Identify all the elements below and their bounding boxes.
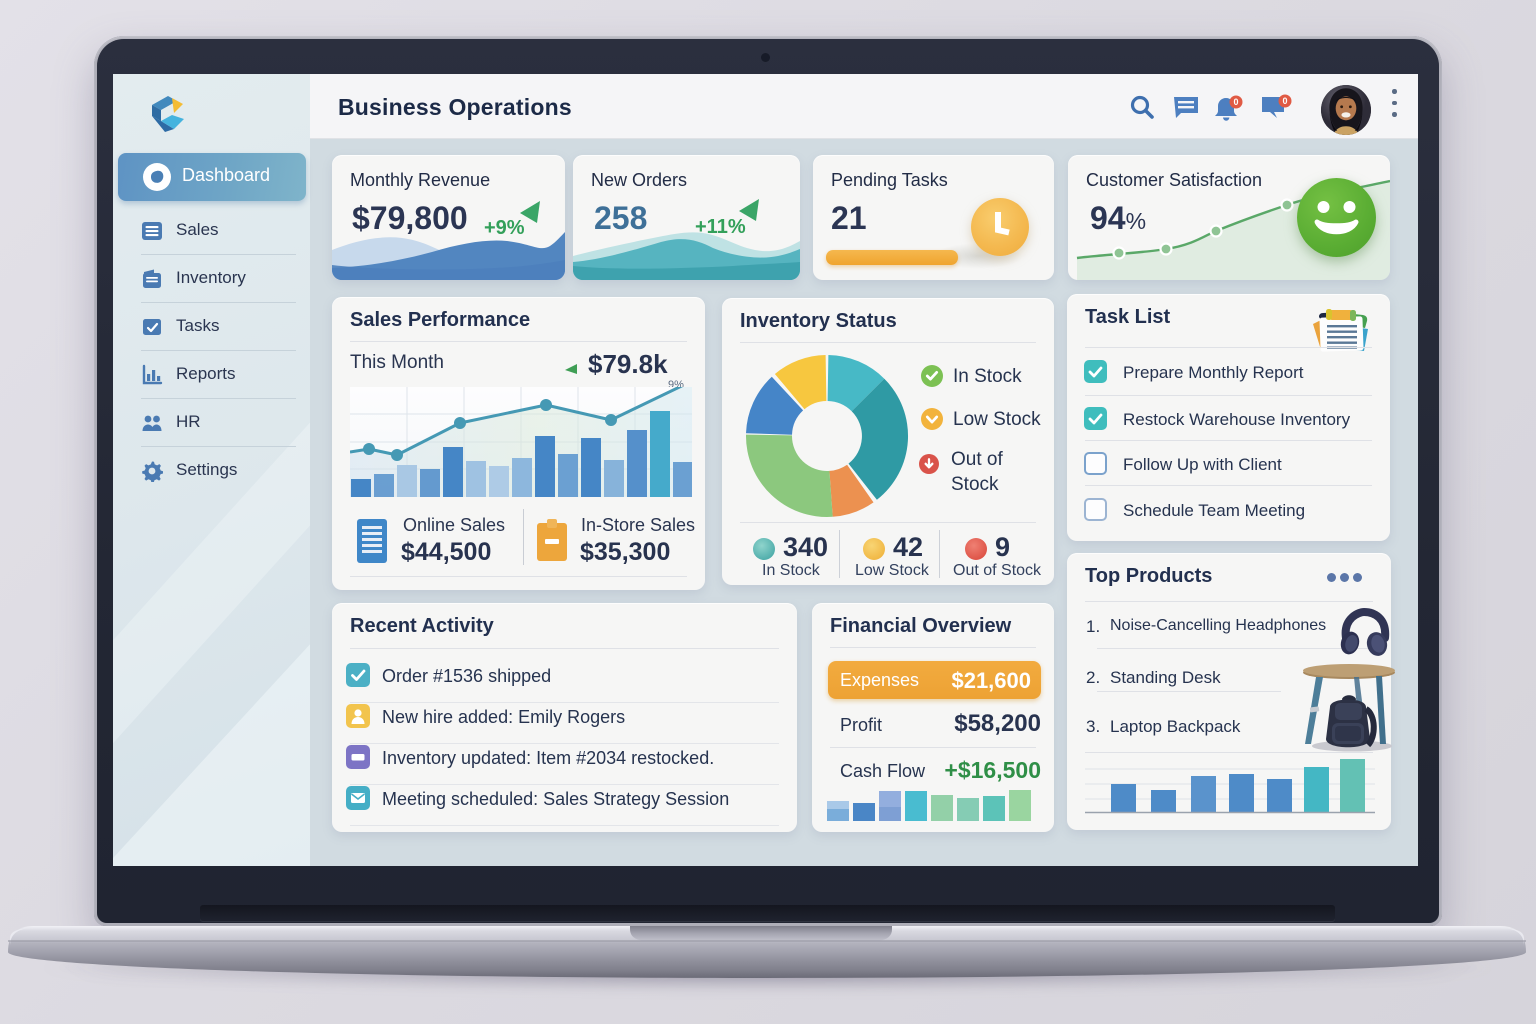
svg-text:0: 0: [1282, 96, 1287, 106]
svg-text:0: 0: [1233, 97, 1238, 107]
